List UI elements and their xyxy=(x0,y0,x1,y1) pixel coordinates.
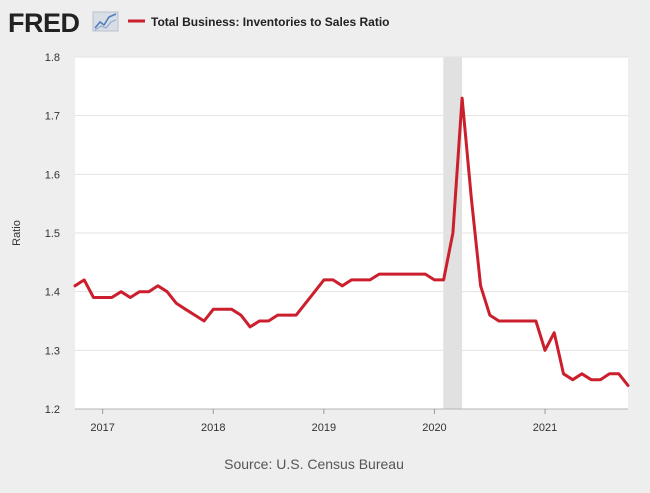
y-tick-label: 1.3 xyxy=(45,345,60,357)
y-tick-label: 1.5 xyxy=(45,228,60,240)
y-axis-title: Ratio xyxy=(11,220,23,246)
series-layer xyxy=(73,96,630,387)
y-tick-label: 1.2 xyxy=(45,404,60,416)
x-axis-ticks: 2017 2018 2019 2020 2021 xyxy=(90,409,557,434)
fred-logo-text: FRED xyxy=(8,8,80,38)
legend: Total Business: Inventories to Sales Rat… xyxy=(128,15,390,29)
y-axis-ticks: 1.2 1.3 1.4 1.5 1.6 1.7 1.8 xyxy=(45,52,60,416)
y-tick-label: 1.7 xyxy=(45,111,60,123)
x-tick-label: 2020 xyxy=(422,422,446,434)
y-tick-label: 1.8 xyxy=(45,52,60,64)
x-tick-label: 2017 xyxy=(90,422,114,434)
x-tick-label: 2019 xyxy=(312,422,336,434)
x-tick-label: 2021 xyxy=(533,422,557,434)
y-tick-label: 1.6 xyxy=(45,169,60,181)
x-tick-label: 2018 xyxy=(201,422,225,434)
series-line xyxy=(73,96,630,387)
fred-chart-icon xyxy=(92,11,119,32)
source-note: Source: U.S. Census Bureau xyxy=(224,456,404,472)
y-tick-label: 1.4 xyxy=(45,287,60,299)
gridlines xyxy=(75,56,628,410)
fred-logo[interactable]: FRED xyxy=(8,8,119,38)
legend-label: Total Business: Inventories to Sales Rat… xyxy=(151,15,390,29)
